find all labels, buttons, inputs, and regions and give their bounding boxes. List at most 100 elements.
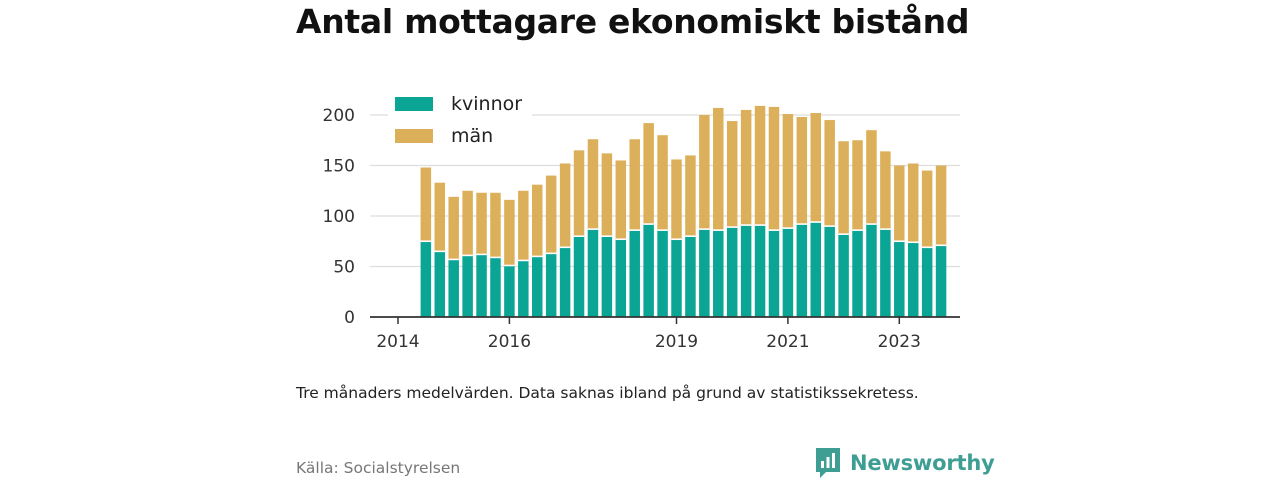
bar-kvinnor (462, 255, 473, 317)
bar-man (448, 196, 459, 260)
bar-kvinnor (699, 229, 710, 317)
x-tick-label: 2023 (878, 332, 921, 352)
bar-kvinnor (657, 230, 668, 317)
y-tick-label: 0 (344, 308, 355, 328)
bar-kvinnor (740, 225, 752, 317)
bar-kvinnor (880, 229, 891, 317)
bar-kvinnor (434, 251, 446, 317)
bar-man (782, 113, 794, 229)
bar-kvinnor (448, 259, 459, 317)
bar-kvinnor (685, 236, 696, 317)
legend: kvinnor män (388, 90, 532, 154)
bar-kvinnor (420, 241, 432, 317)
bar-kvinnor (782, 228, 794, 317)
bar-kvinnor (559, 247, 571, 317)
bar-kvinnor (476, 254, 487, 317)
bar-kvinnor (643, 224, 654, 317)
newsworthy-logo-icon (816, 448, 840, 478)
y-tick-label: 150 (323, 157, 355, 177)
legend-label: kvinnor (451, 93, 522, 115)
bar-kvinnor (726, 227, 738, 317)
bar-man (699, 115, 710, 230)
bar-man (462, 190, 473, 256)
bar-man (894, 165, 905, 242)
bar-kvinnor (907, 242, 919, 317)
bar-man (643, 123, 654, 225)
bar-kvinnor (545, 253, 557, 317)
bar-kvinnor (532, 256, 543, 317)
bar-kvinnor (824, 226, 835, 317)
bar-kvinnor (768, 230, 780, 317)
bar-kvinnor (504, 265, 515, 317)
bar-man (754, 105, 766, 226)
bar-kvinnor (573, 236, 585, 317)
bar-man (685, 155, 696, 237)
chart-title: Antal mottagare ekonomiskt bistånd (296, 2, 970, 41)
brand-logo[interactable]: Newsworthy (814, 446, 995, 480)
bar-man (504, 199, 515, 266)
bar-man (671, 159, 682, 240)
bar-kvinnor (935, 245, 947, 317)
y-tick-label: 200 (323, 106, 355, 126)
bar-man (880, 151, 891, 230)
legend-swatch (395, 97, 433, 111)
bar-man (615, 160, 627, 240)
bar-man (601, 153, 613, 237)
bar-kvinnor (810, 222, 821, 317)
bar-man (657, 135, 668, 231)
bar-man (740, 109, 752, 226)
bar-man (810, 112, 821, 223)
axes: 0 50 100 150 200 2014 2016 2019 2021 2023 (323, 106, 960, 352)
chart-note: Tre månaders medelvärden. Data saknas ib… (296, 384, 919, 402)
bar-man (476, 192, 487, 255)
bar-kvinnor (852, 230, 863, 317)
bar-kvinnor (866, 224, 877, 317)
bars (420, 105, 947, 317)
bar-man (559, 163, 571, 248)
bar-man (713, 107, 724, 231)
bar-man (907, 163, 919, 243)
bar-kvinnor (518, 260, 529, 317)
bar-kvinnor (894, 241, 905, 317)
bar-kvinnor (796, 224, 808, 317)
bar-kvinnor (587, 229, 599, 317)
bar-man (866, 130, 877, 225)
bar-kvinnor (713, 230, 724, 317)
bar-man (490, 192, 501, 258)
bar-man (532, 184, 543, 257)
source-credit: Källa: Socialstyrelsen (296, 459, 461, 477)
bar-kvinnor (615, 239, 627, 317)
bar-man (587, 139, 599, 230)
bar-kvinnor (671, 239, 682, 317)
bar-kvinnor (921, 247, 933, 317)
bar-kvinnor (838, 234, 849, 317)
bar-man (796, 117, 808, 225)
bar-man (629, 139, 640, 231)
bar-man (935, 165, 947, 246)
bar-man (726, 121, 738, 228)
bar-kvinnor (629, 230, 640, 317)
y-tick-label: 50 (333, 258, 355, 278)
bar-man (518, 190, 529, 261)
x-tick-label: 2021 (766, 332, 809, 352)
bar-kvinnor (754, 225, 766, 317)
x-tick-label: 2014 (376, 332, 419, 352)
y-tick-label: 100 (323, 207, 355, 227)
bar-man (921, 170, 933, 248)
bar-man (824, 120, 835, 227)
bar-kvinnor (601, 236, 613, 317)
legend-label: män (451, 125, 493, 147)
bar-man (852, 140, 863, 231)
bar-man (434, 182, 446, 252)
brand-name: Newsworthy (850, 451, 995, 475)
x-tick-label: 2019 (655, 332, 698, 352)
bar-man (545, 175, 557, 254)
legend-swatch (395, 129, 433, 143)
bar-man (420, 167, 432, 242)
stacked-bar-chart: 0 50 100 150 200 2014 2016 2019 2021 2023 kvinnor… (322, 90, 960, 352)
bar-man (768, 106, 780, 231)
bar-kvinnor (490, 257, 501, 317)
x-tick-label: 2016 (488, 332, 531, 352)
bar-man (573, 150, 585, 237)
bar-man (838, 141, 849, 235)
